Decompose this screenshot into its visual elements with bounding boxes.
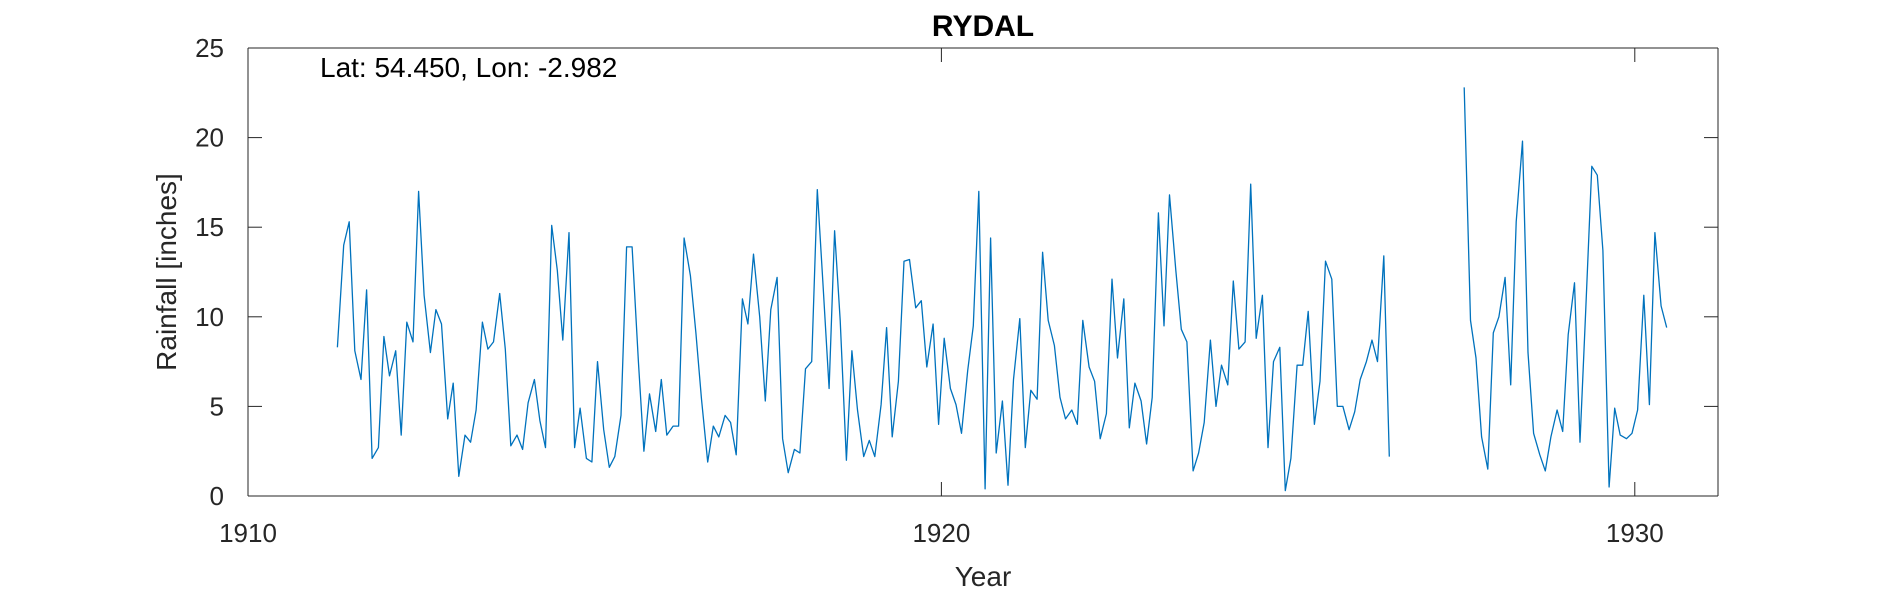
data-layer bbox=[336, 87, 1668, 492]
station-coordinates-annotation: Lat: 54.450, Lon: -2.982 bbox=[320, 52, 617, 83]
rainfall-series-line-1 bbox=[336, 183, 1390, 492]
tick-layer: 1910 1920 1930 0 5 10 15 20 25 bbox=[195, 33, 1718, 548]
y-tick-label: 25 bbox=[195, 33, 224, 63]
chart-title: RYDAL bbox=[932, 10, 1034, 43]
y-tick-label: 20 bbox=[195, 123, 224, 153]
x-tick-label: 1920 bbox=[912, 518, 970, 548]
y-axis-label: Rainfall [inches] bbox=[151, 173, 182, 371]
rainfall-series-line-2 bbox=[1463, 87, 1668, 488]
axes-layer bbox=[247, 47, 1719, 497]
y-tick-label: 10 bbox=[195, 302, 224, 332]
plot-background bbox=[248, 48, 1718, 496]
x-tick-label: 1930 bbox=[1606, 518, 1664, 548]
x-tick-label: 1910 bbox=[219, 518, 277, 548]
x-axis-label: Year bbox=[955, 561, 1012, 591]
y-tick-label: 0 bbox=[210, 481, 224, 511]
y-tick-label: 5 bbox=[210, 391, 224, 421]
y-tick-label: 15 bbox=[195, 212, 224, 242]
